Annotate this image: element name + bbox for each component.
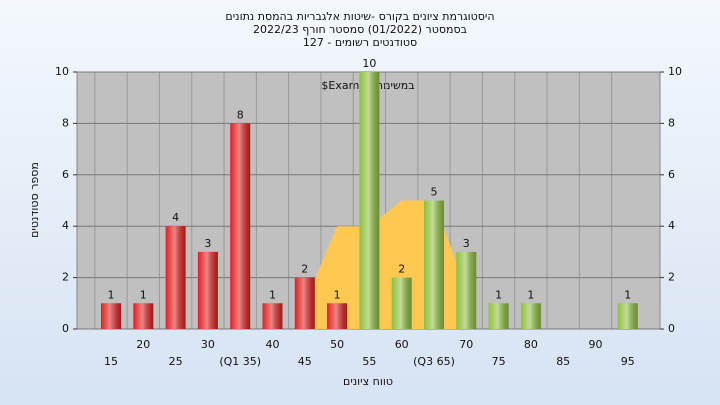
value-label: 10 <box>362 57 376 70</box>
chart-title: היסטוגרמת ציונים בקורס -שיטות אלגבריות ב… <box>225 10 494 23</box>
x-tick-label: 70 <box>459 338 473 351</box>
x-tick-label: 90 <box>589 338 603 351</box>
y-tick-label: 4 <box>668 219 675 232</box>
bar-shine <box>262 303 283 329</box>
bar-shine <box>327 303 348 329</box>
x-axis-label: טווח ציונים <box>343 375 393 388</box>
x-tick-label: 45 <box>298 355 312 368</box>
value-label: 1 <box>527 288 534 301</box>
bar-shine <box>359 72 380 329</box>
bar-shine <box>424 200 444 329</box>
x-tick-label: 20 <box>136 338 150 351</box>
x-tick-label: 30 <box>201 338 215 351</box>
value-label: 5 <box>431 186 438 199</box>
x-tick-label: 75 <box>492 355 506 368</box>
y-tick-label: 10 <box>55 65 69 78</box>
y-tick-label: 2 <box>62 271 69 284</box>
value-label: 8 <box>237 108 244 121</box>
x-tick-label: 50 <box>330 338 344 351</box>
value-label: 1 <box>108 288 115 301</box>
x-tick-label: 15 <box>104 355 118 368</box>
x-tick-label: 95 <box>621 355 635 368</box>
value-label: 1 <box>269 288 276 301</box>
value-label: 1 <box>495 288 502 301</box>
x-tick-label: (Q3 65) <box>413 355 455 368</box>
bar-shine <box>391 277 412 329</box>
bar-shine <box>520 303 541 329</box>
value-label: 1 <box>334 288 341 301</box>
y-tick-label: 2 <box>668 271 675 284</box>
y-tick-label: 0 <box>668 322 675 335</box>
chart-title: סטודנטים רשומים - 127 <box>303 36 417 49</box>
value-label: 3 <box>463 237 470 250</box>
y-tick-label: 4 <box>62 219 69 232</box>
x-tick-label: 60 <box>395 338 409 351</box>
x-tick-label: (Q1 35) <box>219 355 261 368</box>
y-tick-label: 8 <box>62 116 69 129</box>
bar-shine <box>456 251 477 329</box>
bar-shine <box>165 226 186 329</box>
chart-title: בסמסטר (01/2022) סמסטר חורף 2022/23 <box>253 23 467 36</box>
y-axis-label: מספר סטודנטים <box>28 162 41 238</box>
bar-shine <box>488 303 509 329</box>
y-tick-label: 8 <box>668 116 675 129</box>
x-tick-label: 55 <box>362 355 376 368</box>
y-tick-label: 10 <box>668 65 682 78</box>
x-tick-label: 40 <box>266 338 280 351</box>
value-label: 1 <box>624 288 631 301</box>
bar-shine <box>617 303 638 329</box>
y-tick-label: 6 <box>668 168 675 181</box>
bar-shine <box>230 123 251 330</box>
bar-shine <box>133 303 154 329</box>
bar-shine <box>101 303 121 329</box>
bar-shine <box>294 277 315 329</box>
y-tick-label: 6 <box>62 168 69 181</box>
value-label: 2 <box>398 263 405 276</box>
value-label: 4 <box>172 211 179 224</box>
x-tick-label: 25 <box>169 355 183 368</box>
x-tick-label: 85 <box>556 355 570 368</box>
value-label: 3 <box>204 237 211 250</box>
x-tick-label: 80 <box>524 338 538 351</box>
value-label: 2 <box>301 263 308 276</box>
y-tick-label: 0 <box>62 322 69 335</box>
value-label: 1 <box>140 288 147 301</box>
bar-shine <box>197 251 218 329</box>
